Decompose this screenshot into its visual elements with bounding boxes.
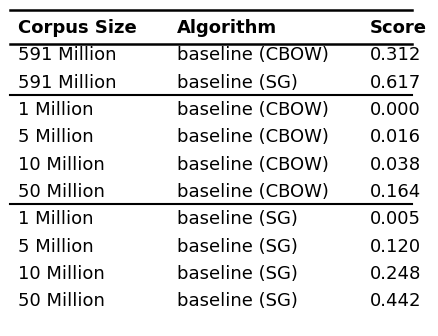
Text: baseline (CBOW): baseline (CBOW) [177, 46, 329, 65]
Text: baseline (CBOW): baseline (CBOW) [177, 156, 329, 174]
Text: 0.000: 0.000 [370, 101, 421, 119]
Text: 10 Million: 10 Million [18, 265, 105, 283]
Text: 10 Million: 10 Million [18, 156, 105, 174]
Text: baseline (SG): baseline (SG) [177, 265, 298, 283]
Text: 50 Million: 50 Million [18, 292, 105, 310]
Text: 0.312: 0.312 [370, 46, 421, 65]
Text: 0.016: 0.016 [370, 128, 421, 146]
Text: Score: Score [370, 19, 427, 37]
Text: Corpus Size: Corpus Size [18, 19, 137, 37]
Text: 0.617: 0.617 [370, 74, 421, 92]
Text: 591 Million: 591 Million [18, 46, 117, 65]
Text: 5 Million: 5 Million [18, 238, 94, 256]
Text: baseline (SG): baseline (SG) [177, 238, 298, 256]
Text: 0.120: 0.120 [370, 238, 421, 256]
Text: 5 Million: 5 Million [18, 128, 94, 146]
Text: 0.005: 0.005 [370, 210, 421, 228]
Text: 1 Million: 1 Million [18, 101, 94, 119]
Text: 591 Million: 591 Million [18, 74, 117, 92]
Text: baseline (CBOW): baseline (CBOW) [177, 128, 329, 146]
Text: baseline (SG): baseline (SG) [177, 292, 298, 310]
Text: baseline (CBOW): baseline (CBOW) [177, 183, 329, 201]
Text: Algorithm: Algorithm [177, 19, 278, 37]
Text: 0.164: 0.164 [370, 183, 421, 201]
Text: 1 Million: 1 Million [18, 210, 94, 228]
Text: 0.442: 0.442 [370, 292, 421, 310]
Text: baseline (CBOW): baseline (CBOW) [177, 101, 329, 119]
Text: baseline (SG): baseline (SG) [177, 74, 298, 92]
Text: 50 Million: 50 Million [18, 183, 105, 201]
Text: 0.248: 0.248 [370, 265, 421, 283]
Text: 0.038: 0.038 [370, 156, 421, 174]
Text: baseline (SG): baseline (SG) [177, 210, 298, 228]
